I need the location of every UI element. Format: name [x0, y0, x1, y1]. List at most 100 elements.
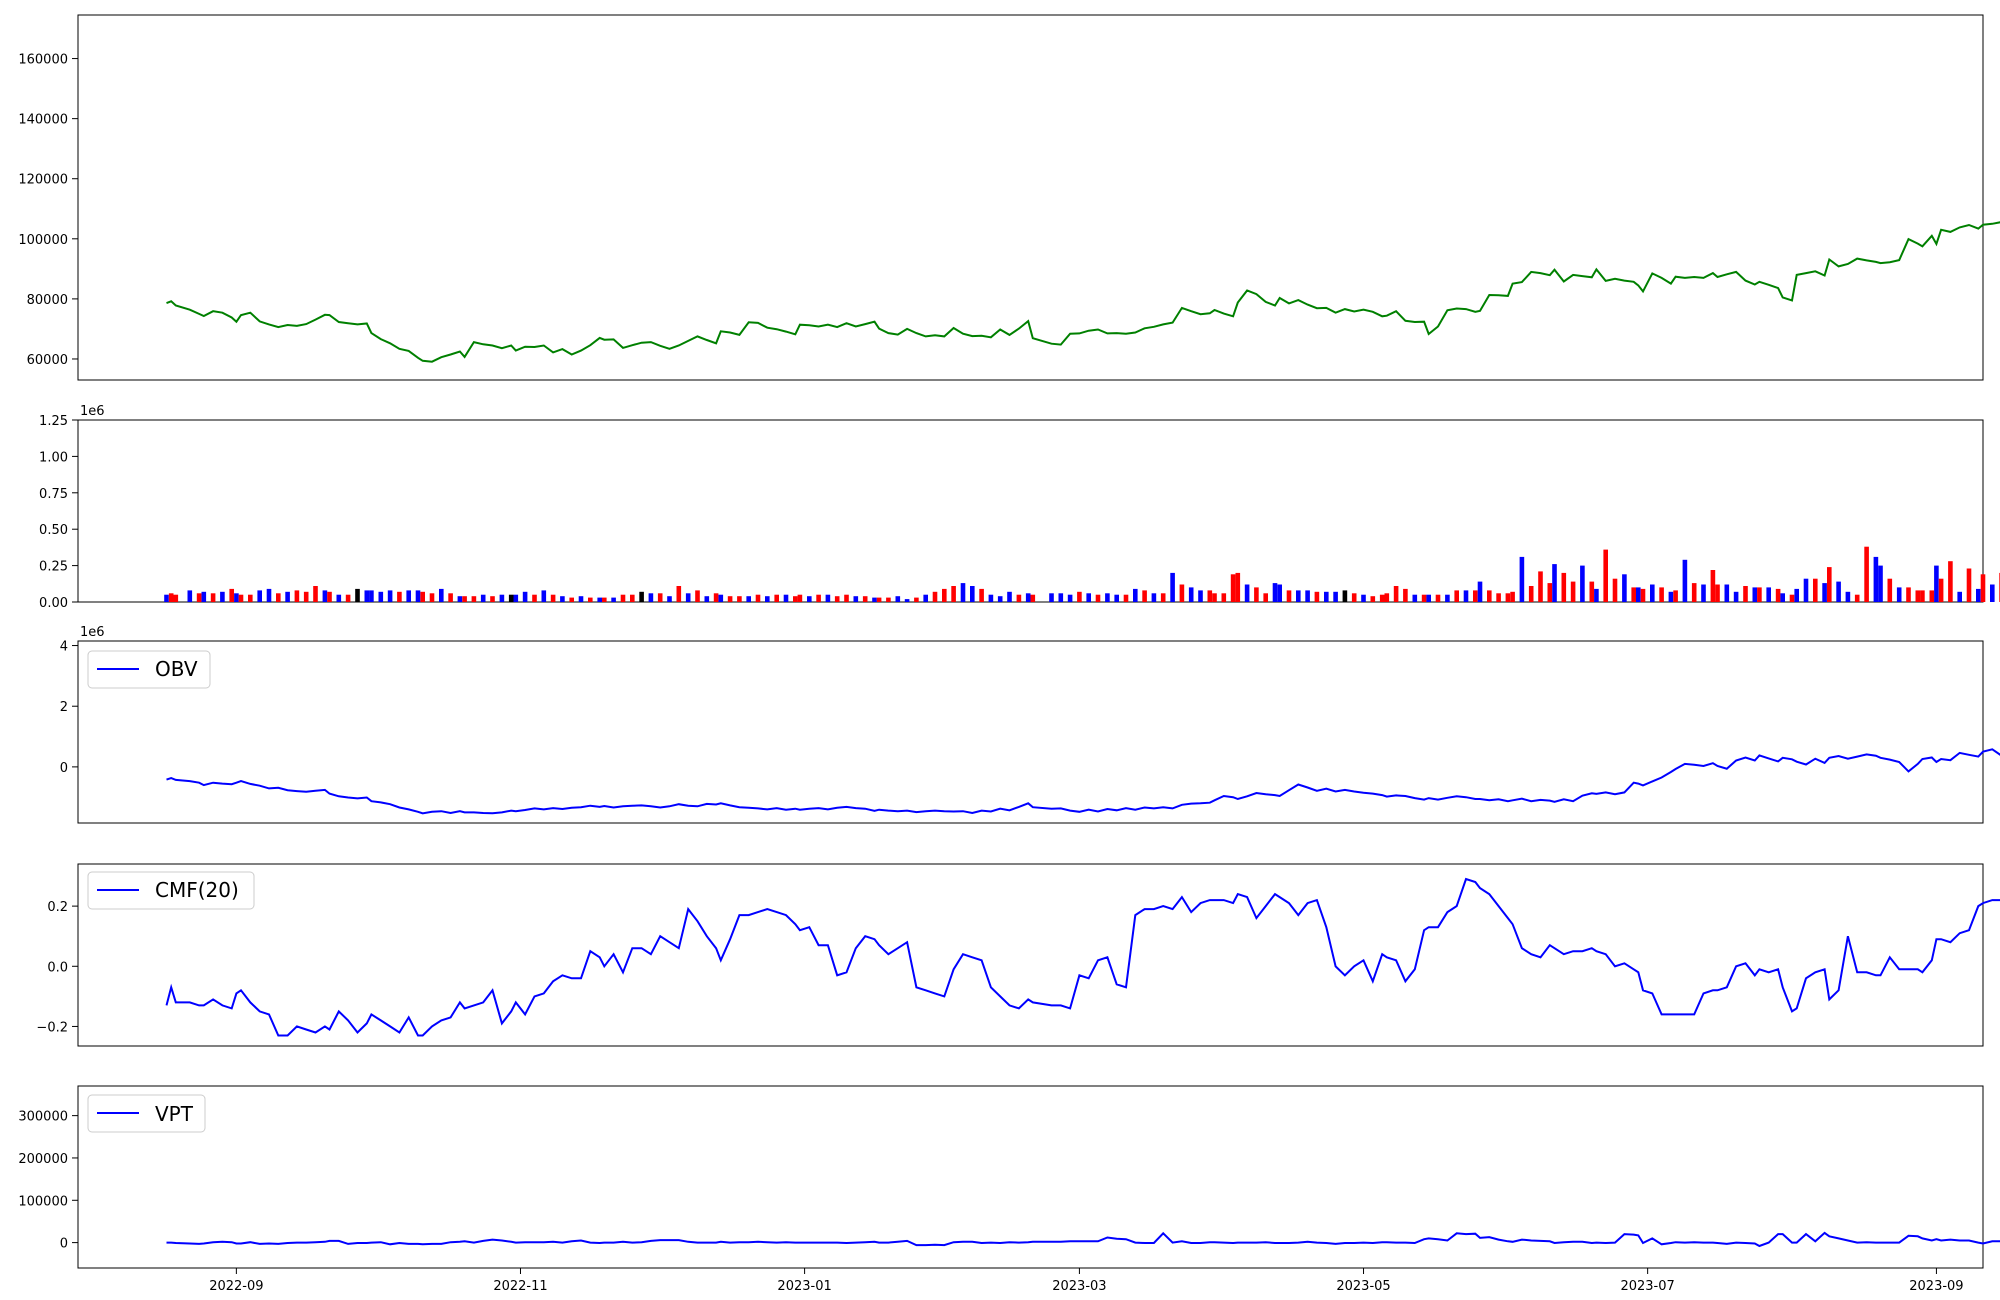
volume-bar	[1133, 588, 1138, 602]
price-y-axis: 60000 80000 100000 120000 140000 160000	[18, 53, 78, 368]
volume-bar	[1896, 587, 1902, 602]
volume-bar	[569, 597, 574, 602]
vpt-y-tick-label: 200000	[18, 1152, 68, 1167]
vpt-y-tick-label: 300000	[18, 1110, 68, 1125]
vpt-y-tick-label: 0	[60, 1237, 68, 1252]
obv-y-axis: 0 2 4	[60, 640, 78, 776]
cmf-line	[165, 877, 2000, 1037]
volume-bar	[979, 588, 984, 602]
volume-bar	[1286, 590, 1292, 602]
volume-bar	[755, 594, 761, 602]
volume-bar	[1333, 591, 1338, 602]
volume-bar	[1496, 593, 1501, 602]
volume-bar	[620, 594, 626, 602]
volume-bar	[1058, 593, 1064, 602]
obv-y-tick-label: 0	[60, 761, 68, 776]
volume-bar	[765, 596, 770, 602]
volume-bar	[1007, 591, 1012, 602]
volume-bar	[1221, 593, 1227, 602]
volume-bar	[1710, 570, 1716, 602]
volume-y-tick-label: 1.00	[39, 450, 68, 465]
volume-bar	[471, 596, 477, 602]
volume-bar	[248, 594, 253, 602]
volume-bar	[1594, 588, 1599, 602]
volume-bar	[1049, 593, 1054, 602]
volume-bar	[1803, 578, 1809, 602]
volume-bar	[914, 597, 919, 602]
obv-legend-label: OBV	[155, 657, 198, 681]
obv-y-tick-label: 4	[60, 640, 68, 655]
volume-bar	[1822, 583, 1827, 602]
volume-bar	[1673, 590, 1678, 602]
volume-bar	[1538, 571, 1543, 602]
volume-bar	[1780, 593, 1785, 602]
price-y-tick-label: 100000	[18, 233, 68, 248]
vpt-legend: VPT	[87, 1094, 206, 1133]
volume-bar	[970, 586, 975, 602]
volume-bar	[657, 593, 663, 602]
volume-y-tick-label: 0.00	[39, 596, 68, 611]
volume-bar	[1393, 586, 1399, 602]
x-tick-label: 2023-01	[777, 1279, 831, 1294]
volume-bar	[1454, 590, 1459, 602]
volume-bar	[234, 593, 239, 602]
volume-bar	[1589, 581, 1595, 602]
volume-bar	[266, 588, 272, 602]
volume-bar	[695, 590, 700, 602]
price-axes-frame	[77, 14, 1984, 381]
volume-bar	[1305, 590, 1310, 602]
volume-y-axis: 0.00 0.25 0.50 0.75 1.00 1.25	[39, 414, 78, 611]
volume-bar	[1067, 594, 1073, 602]
cmf-legend-label: CMF(20)	[155, 878, 239, 902]
volume-bar	[1966, 568, 1972, 602]
volume-bar	[1505, 593, 1511, 602]
volume-bar	[1095, 594, 1101, 602]
cmf-y-tick-label: −0.2	[36, 1020, 68, 1035]
volume-bar	[173, 594, 179, 602]
volume-bar	[1077, 591, 1082, 602]
volume-y-tick-label: 0.25	[39, 560, 68, 575]
volume-bar	[1682, 559, 1688, 602]
volume-bar	[1379, 594, 1385, 602]
volume-bar	[1813, 578, 1818, 602]
volume-bar	[1603, 549, 1608, 602]
volume-bar	[355, 588, 360, 602]
volume-bar	[1463, 590, 1469, 602]
volume-bar	[1570, 581, 1576, 602]
cmf-panel: −0.2 0.0 0.2 CMF(20)	[36, 863, 2000, 1047]
volume-bar	[364, 590, 370, 602]
volume-bar	[639, 591, 644, 602]
obv-legend: OBV	[87, 650, 211, 689]
cmf-y-tick-label: 0.0	[47, 960, 68, 975]
volume-bar	[611, 597, 616, 602]
volume-bar	[1324, 591, 1329, 602]
volume-bar	[1622, 574, 1627, 602]
volume-bar	[1873, 556, 1879, 602]
obv-y-tick-label: 2	[60, 700, 68, 715]
volume-bar	[1827, 567, 1832, 602]
volume-bar	[997, 596, 1003, 602]
volume-bar	[1757, 587, 1762, 602]
volume-bar	[1948, 561, 1953, 602]
vpt-y-tick-label: 100000	[18, 1194, 68, 1209]
volume-bar	[429, 593, 435, 602]
volume-bar	[942, 588, 947, 602]
price-y-tick-label: 140000	[18, 113, 68, 128]
volume-bar	[1384, 593, 1390, 602]
volume-bar	[257, 590, 262, 602]
volume-bar	[1272, 583, 1278, 602]
x-tick-label: 2022-09	[209, 1279, 263, 1294]
volume-bar	[1789, 594, 1795, 602]
volume-bar	[895, 596, 901, 602]
cmf-y-axis: −0.2 0.0 0.2	[36, 900, 78, 1035]
volume-bar	[1906, 587, 1911, 602]
volume-bar	[336, 594, 342, 602]
x-tick-label: 2023-05	[1336, 1279, 1390, 1294]
volume-bar	[704, 596, 710, 602]
volume-bar	[718, 594, 724, 602]
volume-bar	[1487, 590, 1492, 602]
volume-bar	[1990, 584, 1995, 602]
x-tick-label: 2023-07	[1620, 1279, 1674, 1294]
cmf-legend-box	[87, 871, 255, 910]
